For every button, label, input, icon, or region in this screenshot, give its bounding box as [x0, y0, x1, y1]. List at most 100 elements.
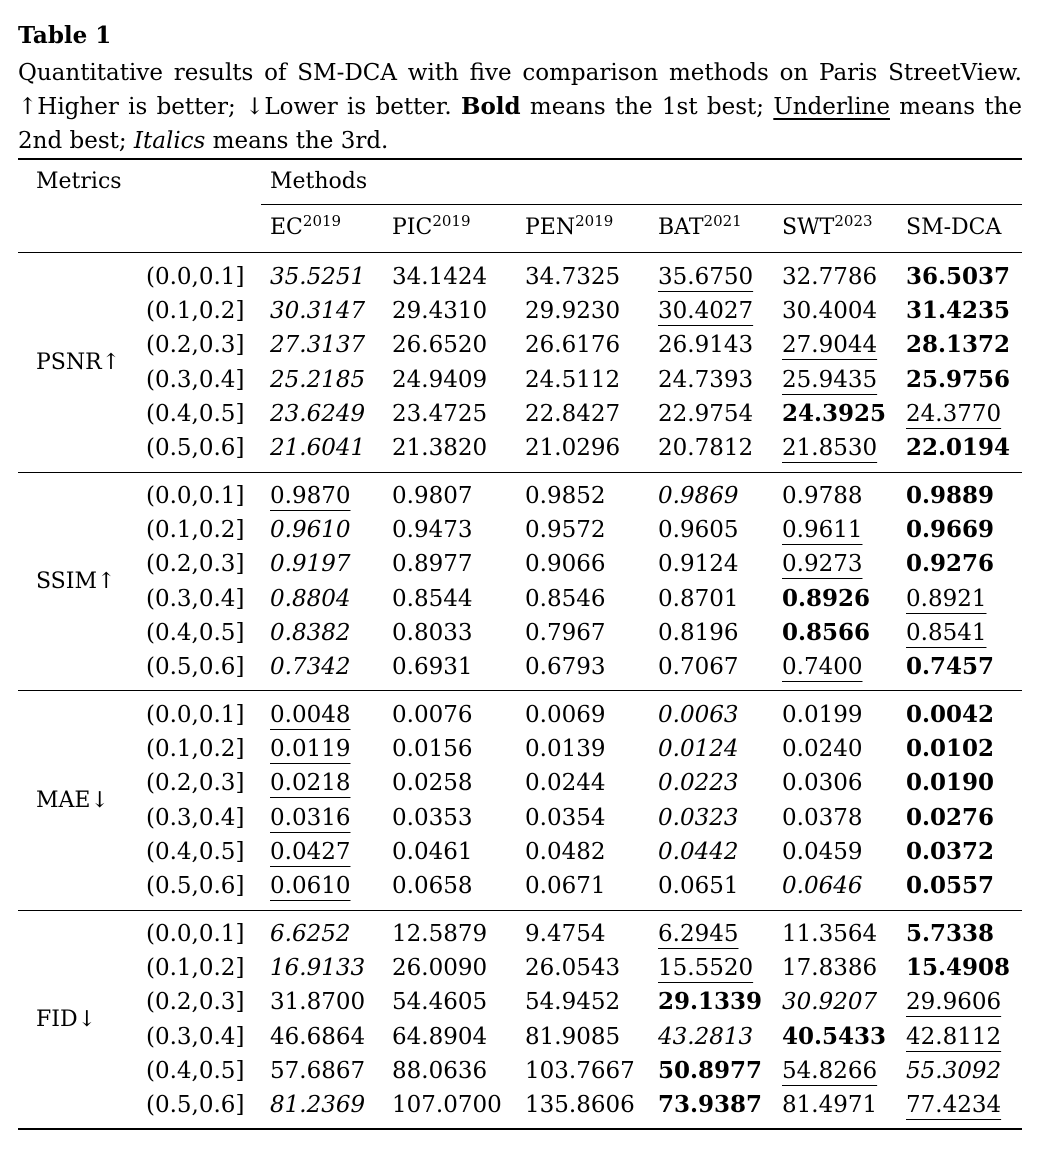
value-cell: 23.6249 [270, 400, 366, 427]
value-cell: 0.0658 [392, 873, 473, 899]
mask-ratio-range: (0.4,0.5] [146, 400, 245, 427]
column-header-name: SM-DCA [906, 215, 1002, 240]
value-cell: 0.9066 [525, 551, 606, 578]
mask-ratio-range: (0.5,0.6] [146, 873, 245, 899]
value-cell: 0.0124 [658, 736, 739, 763]
top-rule [18, 158, 1022, 160]
header-rule [18, 252, 1022, 253]
value-cell: 0.7342 [270, 654, 351, 680]
value-cell: 0.0482 [525, 838, 606, 865]
value-cell: 29.1339 [658, 988, 763, 1016]
caption-bold-word: Bold [461, 93, 521, 120]
caption-italic-word: Italics [133, 128, 206, 154]
value-cell: 0.0459 [782, 838, 863, 865]
column-header-name: PIC [392, 215, 433, 240]
column-header-year: 2021 [703, 212, 742, 230]
column-header-year: 2019 [302, 212, 342, 230]
value-cell: 35.5251 [270, 264, 366, 290]
value-cell: 21.6041 [270, 435, 366, 461]
value-cell: 0.0199 [782, 702, 863, 728]
group-separator-rule [18, 690, 1022, 691]
column-header-year: 2023 [834, 212, 873, 230]
value-cell: 30.3147 [270, 298, 366, 325]
mask-ratio-range: (0.0,0.1] [146, 264, 245, 290]
methods-header: Methods [270, 169, 368, 194]
column-header-name: EC [270, 215, 303, 240]
value-cell: 0.0276 [906, 803, 995, 831]
value-cell: 5.7338 [906, 920, 995, 947]
value-cell: 0.0646 [782, 873, 863, 899]
value-cell: 32.7786 [782, 264, 878, 290]
value-cell: 0.0316 [270, 804, 351, 831]
value-cell: 0.6931 [392, 654, 473, 680]
value-cell: 46.6864 [270, 1023, 366, 1050]
value-cell: 0.9197 [270, 551, 351, 578]
value-cell: 0.8977 [392, 551, 473, 578]
value-cell: 54.8266 [782, 1057, 878, 1084]
table-caption: Quantitative results of SM-DCA with five… [18, 56, 1022, 158]
value-cell: 0.0156 [392, 736, 473, 763]
column-header-pen: PEN2019 [525, 211, 613, 245]
value-cell: 23.4725 [392, 400, 488, 427]
value-cell: 0.7457 [906, 653, 995, 680]
value-cell: 0.0306 [782, 770, 863, 797]
mask-ratio-range: (0.4,0.5] [146, 619, 245, 646]
value-cell: 6.2945 [658, 921, 739, 947]
metric-label: FID↓ [36, 1006, 97, 1032]
value-cell: 26.6520 [392, 332, 488, 359]
value-cell: 0.0190 [906, 769, 995, 797]
value-cell: 25.9435 [782, 366, 878, 393]
value-cell: 0.7400 [782, 654, 863, 680]
value-cell: 34.7325 [525, 264, 621, 290]
value-cell: 25.2185 [270, 366, 366, 393]
value-cell: 26.0090 [392, 955, 488, 982]
methods-subrule [261, 204, 1022, 205]
value-cell: 31.4235 [906, 297, 1011, 325]
value-cell: 22.9754 [658, 400, 754, 427]
value-cell: 0.0063 [658, 702, 739, 728]
value-cell: 0.0244 [525, 770, 606, 797]
table-label: Table 1 [18, 22, 112, 49]
value-cell: 0.8546 [525, 585, 606, 612]
value-cell: 0.9870 [270, 483, 351, 509]
value-cell: 28.1372 [906, 331, 1011, 359]
value-cell: 34.1424 [392, 264, 488, 290]
value-cell: 81.2369 [270, 1092, 366, 1118]
value-cell: 0.8926 [782, 584, 871, 612]
value-cell: 11.3564 [782, 921, 878, 947]
metrics-header: Metrics [36, 169, 122, 194]
value-cell: 27.3137 [270, 332, 366, 359]
column-header-name: BAT [658, 215, 704, 240]
value-cell: 77.4234 [906, 1092, 1002, 1118]
value-cell: 0.0258 [392, 770, 473, 797]
value-cell: 0.0069 [525, 702, 606, 728]
mask-ratio-range: (0.5,0.6] [146, 435, 245, 461]
value-cell: 27.9044 [782, 332, 878, 359]
value-cell: 81.4971 [782, 1092, 878, 1118]
value-cell: 29.9606 [906, 989, 1002, 1016]
value-cell: 0.8541 [906, 619, 987, 646]
value-cell: 0.9273 [782, 551, 863, 578]
caption-after-italic: means the 3rd. [205, 128, 389, 154]
value-cell: 0.9473 [392, 517, 473, 544]
mask-ratio-range: (0.3,0.4] [146, 804, 245, 831]
value-cell: 0.0557 [906, 872, 995, 899]
value-cell: 36.5037 [906, 263, 1011, 290]
value-cell: 135.8606 [525, 1092, 635, 1118]
value-cell: 0.8544 [392, 585, 473, 612]
column-header-bat: BAT2021 [658, 211, 742, 245]
value-cell: 0.0048 [270, 702, 351, 728]
value-cell: 0.9610 [270, 517, 351, 544]
value-cell: 0.0461 [392, 838, 473, 865]
value-cell: 0.0076 [392, 702, 473, 728]
value-cell: 0.9605 [658, 517, 739, 544]
value-cell: 0.8804 [270, 585, 351, 612]
mask-ratio-range: (0.5,0.6] [146, 654, 245, 680]
value-cell: 20.7812 [658, 435, 754, 461]
metric-label: MAE↓ [36, 787, 109, 813]
value-cell: 29.9230 [525, 298, 621, 325]
value-cell: 50.8977 [658, 1056, 763, 1084]
value-cell: 26.9143 [658, 332, 754, 359]
value-cell: 0.0651 [658, 873, 739, 899]
value-cell: 88.0636 [392, 1057, 488, 1084]
